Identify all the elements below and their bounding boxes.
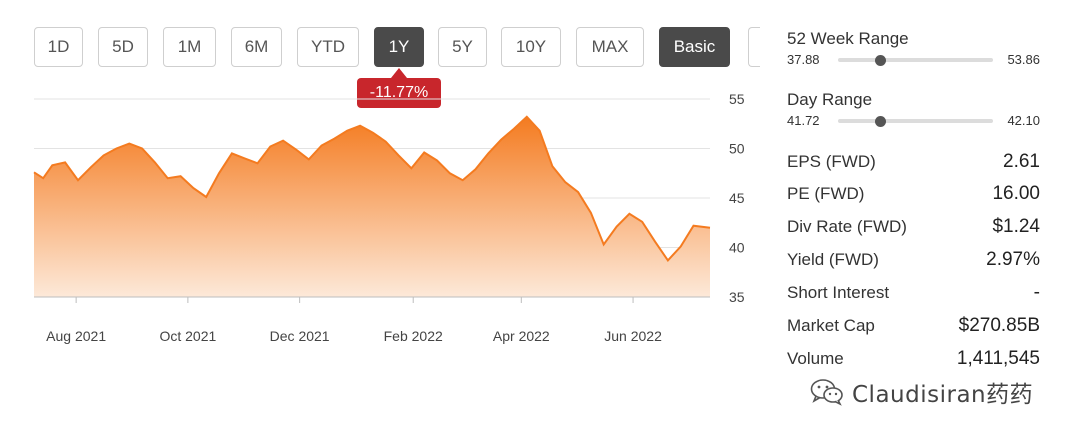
- week52-range-knob: [874, 55, 886, 66]
- div-rate-value: $1.24: [992, 216, 1040, 237]
- y-tick-label: 45: [729, 190, 745, 206]
- eps-value: 2.61: [1003, 151, 1040, 172]
- day-range-high: 42.10: [1007, 113, 1040, 128]
- yield-value: 2.97%: [986, 249, 1040, 270]
- div-rate-label: Div Rate (FWD): [787, 217, 907, 236]
- pe-label: PE (FWD): [787, 184, 865, 203]
- x-tick-label: Apr 2022: [493, 328, 550, 344]
- market-cap-label: Market Cap: [787, 316, 875, 335]
- day-range-label: Day Range: [787, 90, 873, 109]
- x-tick-label: Oct 2021: [159, 328, 216, 344]
- range-button-5y[interactable]: 5Y: [438, 27, 487, 67]
- range-button-ytd[interactable]: YTD: [297, 27, 359, 67]
- eps-label: EPS (FWD): [787, 152, 876, 171]
- range-button-1y[interactable]: 1Y: [374, 27, 424, 67]
- yield-label: Yield (FWD): [787, 250, 879, 269]
- day-range-track: [838, 119, 993, 123]
- price-area: [34, 116, 710, 297]
- day-range-knob: [874, 116, 886, 127]
- y-tick-label: 40: [729, 240, 745, 256]
- x-tick-label: Aug 2021: [46, 328, 106, 344]
- wechat-icon: [810, 379, 843, 406]
- week52-range-high: 53.86: [1007, 52, 1040, 67]
- watermark-text: Claudisiran药药: [852, 382, 1034, 408]
- x-tick-label: Feb 2022: [384, 328, 443, 344]
- short-interest-value: -: [1033, 282, 1040, 303]
- range-button-6m[interactable]: 6M: [231, 27, 282, 67]
- market-cap-value: $270.85B: [958, 315, 1040, 336]
- change-badge-pointer: [391, 68, 407, 78]
- volume-value: 1,411,545: [956, 348, 1040, 369]
- week52-range-track: [838, 58, 993, 62]
- x-tick-label: Jun 2022: [604, 328, 662, 344]
- x-tick-label: Dec 2021: [270, 328, 330, 344]
- y-tick-label: 50: [729, 141, 745, 157]
- y-tick-label: 35: [729, 289, 745, 305]
- basic-mode-button[interactable]: Basic: [659, 27, 730, 67]
- range-button-max[interactable]: MAX: [576, 27, 644, 67]
- range-button-1d[interactable]: 1D: [34, 27, 83, 67]
- short-interest-label: Short Interest: [787, 283, 890, 302]
- range-button-10y[interactable]: 10Y: [501, 27, 561, 67]
- watermark: Claudisiran药药: [810, 376, 1033, 408]
- change-badge: -11.77%: [357, 78, 441, 108]
- day-range-low: 41.72: [787, 113, 820, 128]
- price-chart: 55 50 45 40 35 Aug 2021 Oct 2021 Dec 2021 Feb 20…: [33, 91, 745, 344]
- advanced-mode-button[interactable]: [748, 27, 760, 67]
- y-tick-label: 55: [729, 91, 745, 107]
- range-button-5d[interactable]: 5D: [98, 27, 148, 67]
- week52-range-low: 37.88: [787, 52, 820, 67]
- volume-label: Volume: [787, 349, 844, 368]
- range-button-1m[interactable]: 1M: [163, 27, 216, 67]
- week52-range-label: 52 Week Range: [787, 29, 909, 48]
- price-line: [33, 115, 711, 263]
- pe-value: 16.00: [992, 183, 1040, 204]
